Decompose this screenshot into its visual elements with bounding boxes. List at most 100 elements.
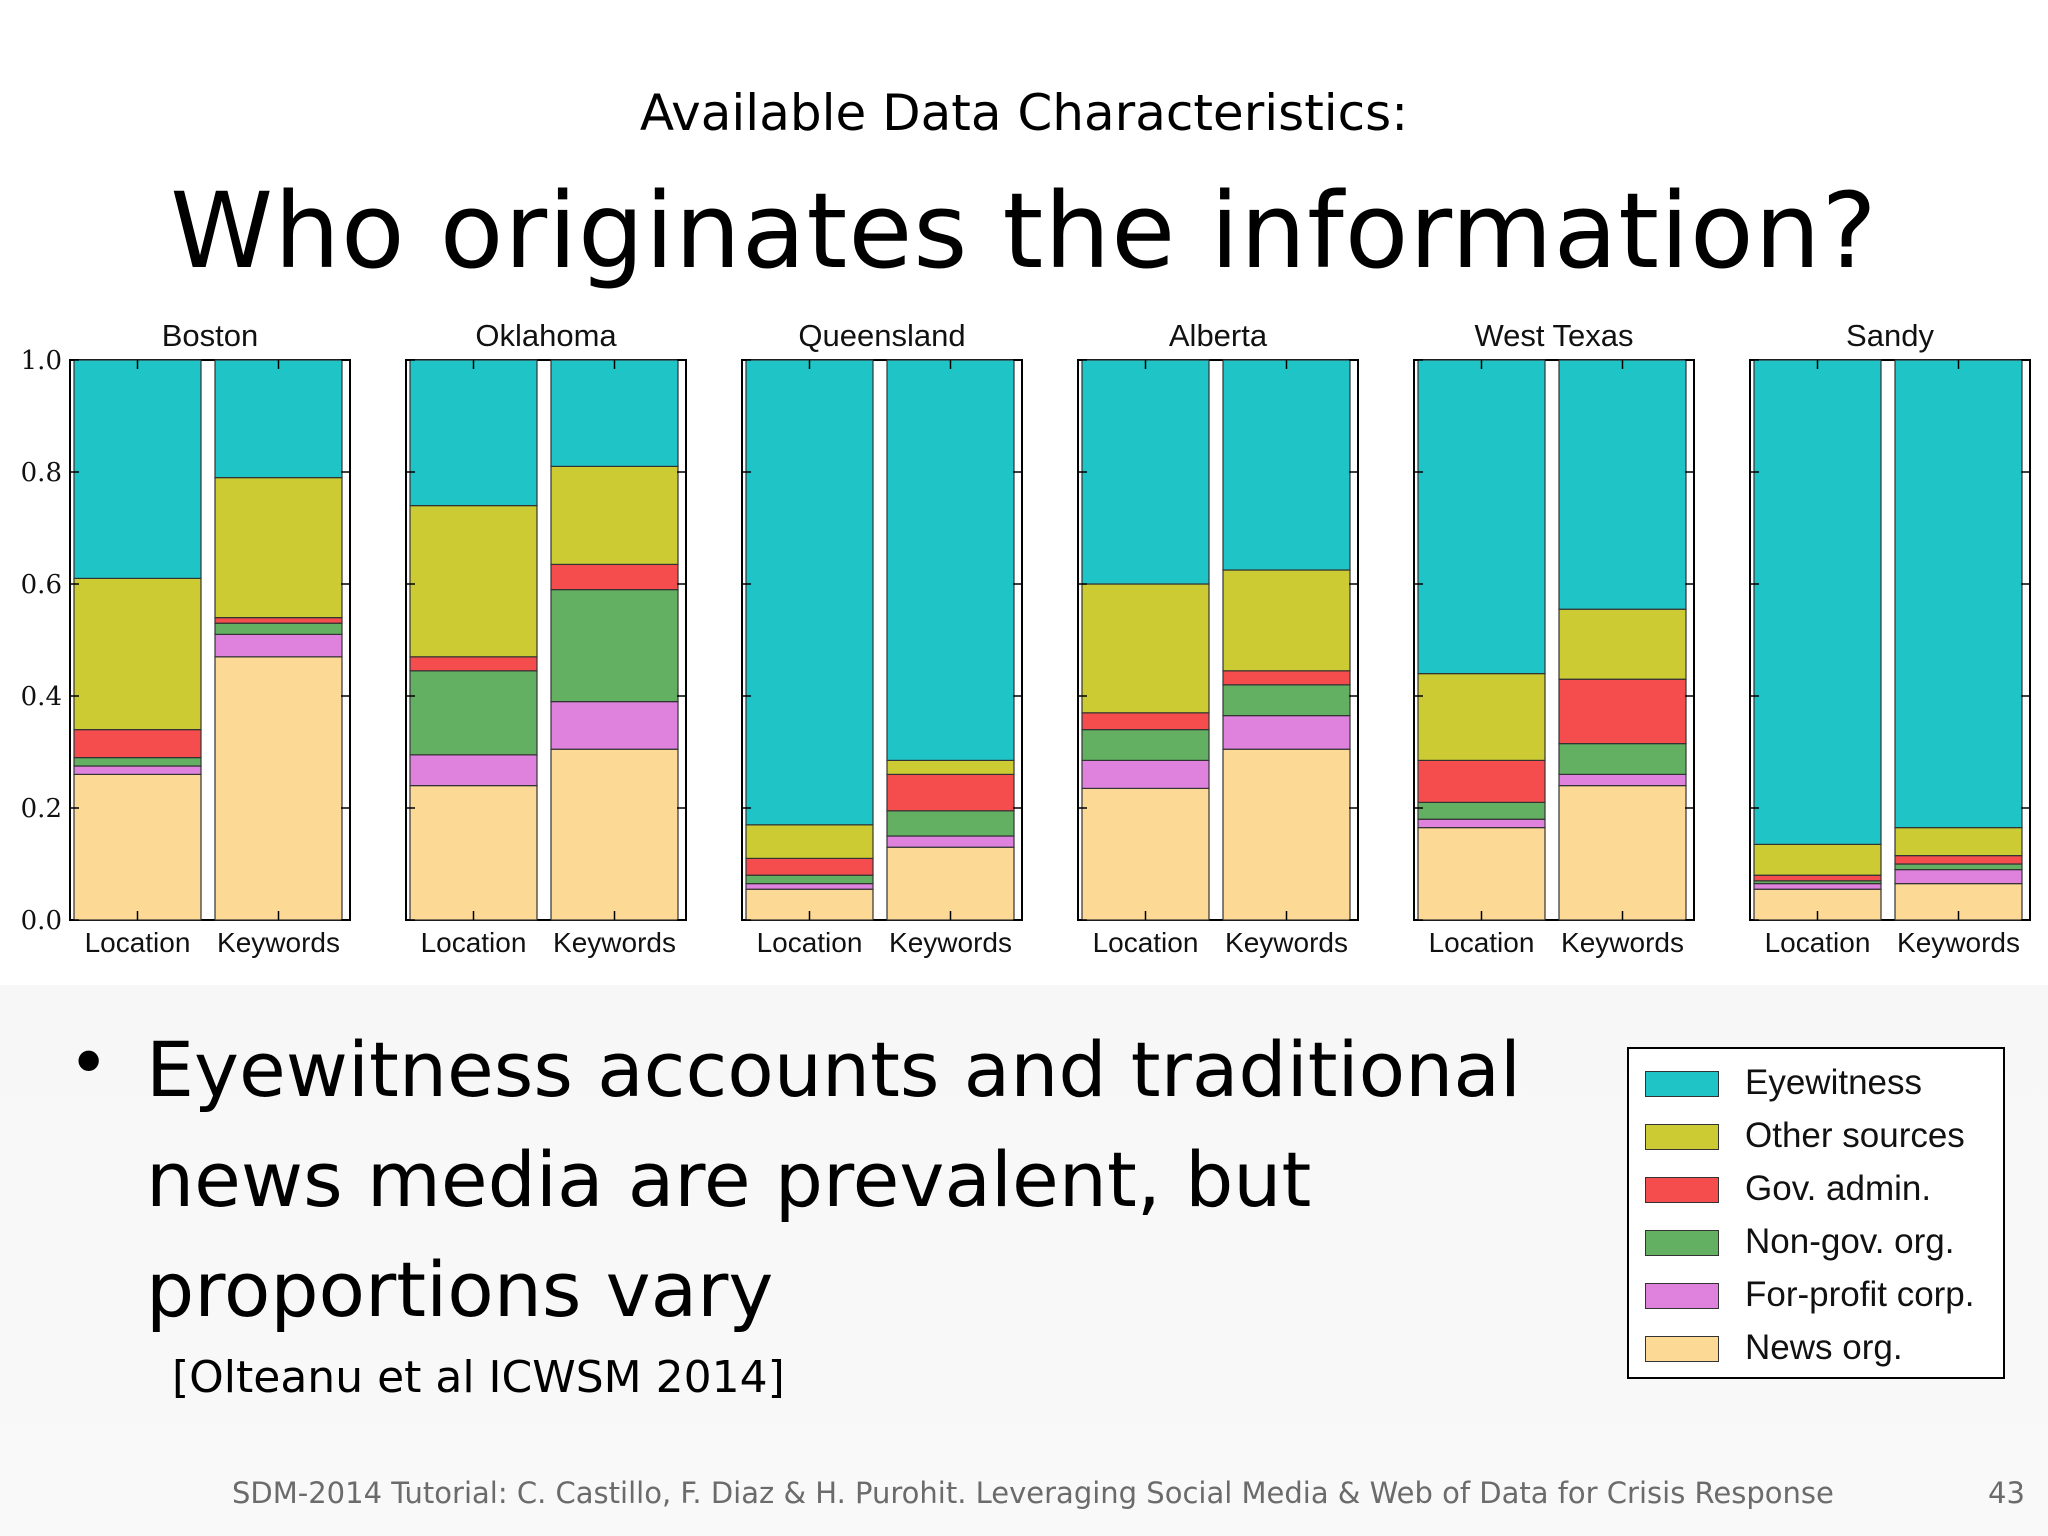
- bar-segment: [550, 748, 679, 921]
- x-tick-label: Location: [1429, 927, 1535, 958]
- legend-item: Gov. admin.: [1629, 1163, 2003, 1217]
- bar-segment: [214, 477, 343, 619]
- legend-item: Other sources: [1629, 1110, 2003, 1164]
- bar-segment: [745, 882, 874, 890]
- bar-segment: [214, 633, 343, 658]
- bar-segment: [214, 617, 343, 624]
- bar-segment: [886, 810, 1015, 837]
- bar-segment: [745, 359, 874, 826]
- bar-segment: [550, 589, 679, 703]
- bar-segment: [1558, 743, 1687, 776]
- stacked-bar-chart: Location Keywords Boston Location Keywords Ok…: [21, 318, 2031, 958]
- legend-label: For-profit corp.: [1745, 1275, 1975, 1314]
- chart-legend: Eyewitness Other sources Gov. admin. Non…: [1627, 1047, 2005, 1379]
- y-tick-label: 0.4: [21, 682, 62, 712]
- bar-segment: [886, 835, 1015, 848]
- bar-segment: [1081, 787, 1210, 921]
- bar-segment: [886, 846, 1015, 921]
- panel-title: Sandy: [1846, 318, 1934, 353]
- bar-segment: [886, 359, 1015, 761]
- slide-title: Who originates the information?: [170, 170, 1878, 292]
- bar-segment: [409, 656, 538, 672]
- bar-segment: [1081, 759, 1210, 789]
- bar-segment: [1222, 569, 1351, 672]
- bar-segment: [1753, 874, 1882, 882]
- legend-item: Non-gov. org.: [1629, 1216, 2003, 1270]
- bar-segment: [1417, 818, 1546, 829]
- bar-segment: [1417, 759, 1546, 803]
- bar-segment: [73, 729, 202, 759]
- x-tick-label: Keywords: [553, 927, 676, 958]
- bar-segment: [1222, 670, 1351, 686]
- panel-title: Alberta: [1169, 318, 1268, 353]
- y-tick-label: 1.0: [21, 346, 62, 376]
- x-tick-label: Keywords: [217, 927, 340, 958]
- bar-segment: [1081, 712, 1210, 731]
- bar-segment: [1894, 359, 2023, 829]
- legend-label: Eyewitness: [1745, 1063, 1923, 1102]
- legend-label: Gov. admin.: [1745, 1169, 1932, 1208]
- x-tick-label: Location: [85, 927, 191, 958]
- bullet-dot: •: [68, 1022, 110, 1104]
- bar-segment: [1558, 678, 1687, 745]
- bar-segment: [1081, 583, 1210, 714]
- legend-item: News org.: [1629, 1322, 2003, 1376]
- bar-segment: [886, 773, 1015, 812]
- bar-segment: [745, 824, 874, 859]
- legend-swatch: [1645, 1177, 1719, 1203]
- bar-segment: [409, 670, 538, 756]
- bar-segment: [1222, 684, 1351, 717]
- bar-segment: [73, 765, 202, 775]
- bar-segment: [1558, 773, 1687, 787]
- panel-title: Oklahoma: [475, 318, 617, 353]
- x-tick-label: Keywords: [889, 927, 1012, 958]
- legend-swatch: [1645, 1336, 1719, 1362]
- legend-item: Eyewitness: [1629, 1057, 2003, 1111]
- bar-segment: [409, 359, 538, 507]
- legend-swatch: [1645, 1124, 1719, 1150]
- bar-segment: [1417, 801, 1546, 820]
- panel-title: Boston: [162, 318, 259, 353]
- bar-segment: [1081, 359, 1210, 585]
- bar-segment: [1894, 868, 2023, 885]
- bar-segment: [73, 359, 202, 579]
- bar-segment: [1081, 729, 1210, 762]
- bar-segment: [214, 656, 343, 921]
- legend-label: News org.: [1745, 1328, 1903, 1367]
- y-tick-label: 0.8: [21, 458, 62, 488]
- bar-segment: [214, 622, 343, 636]
- bar-segment: [550, 359, 679, 468]
- citation: [Olteanu et al ICWSM 2014]: [172, 1352, 785, 1403]
- bullet-text: Eyewitness accounts and traditional news…: [146, 1025, 1522, 1334]
- x-tick-label: Location: [1093, 927, 1199, 958]
- x-tick-label: Keywords: [1561, 927, 1684, 958]
- bar-segment: [1894, 826, 2023, 857]
- bar-segment: [1894, 854, 2023, 865]
- bar-segment: [1222, 748, 1351, 921]
- bar-segment: [1558, 608, 1687, 680]
- bar-segment: [1558, 785, 1687, 921]
- x-tick-label: Location: [1765, 927, 1871, 958]
- y-tick-label: 0.6: [21, 570, 62, 600]
- bar-segment: [1894, 863, 2023, 871]
- bar-segment: [1753, 843, 1882, 876]
- bar-segment: [73, 757, 202, 767]
- page-number: 43: [1988, 1476, 2025, 1510]
- bar-segment: [550, 563, 679, 591]
- bar-segment: [745, 874, 874, 885]
- x-tick-label: Location: [421, 927, 527, 958]
- legend-swatch: [1645, 1071, 1719, 1097]
- legend-label: Other sources: [1745, 1116, 1965, 1155]
- x-tick-label: Keywords: [1225, 927, 1348, 958]
- panel-title: Queensland: [798, 318, 965, 353]
- legend-label: Non-gov. org.: [1745, 1222, 1955, 1261]
- bar-segment: [1222, 715, 1351, 750]
- bar-segment: [214, 359, 343, 479]
- slide-subtitle: Available Data Characteristics:: [639, 84, 1409, 142]
- legend-item: For-profit corp.: [1629, 1269, 2003, 1323]
- legend-swatch: [1645, 1230, 1719, 1256]
- bar-segment: [886, 759, 1015, 775]
- slide-footer: SDM-2014 Tutorial: C. Castillo, F. Diaz …: [232, 1476, 1834, 1510]
- bar-segment: [1753, 882, 1882, 890]
- bar-segment: [1558, 359, 1687, 610]
